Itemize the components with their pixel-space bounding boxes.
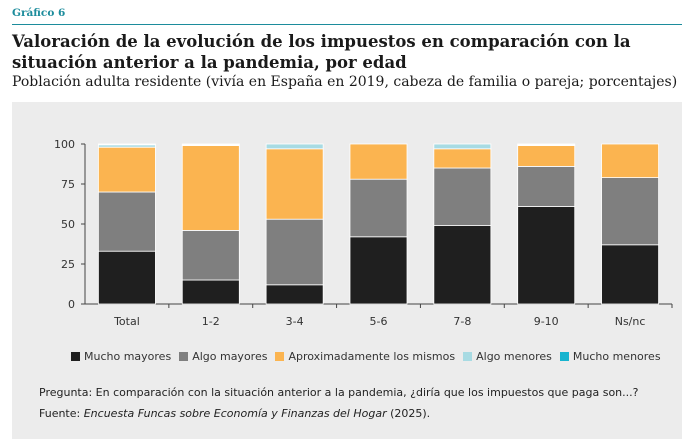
- legend-swatch: [275, 352, 285, 361]
- bar-segment: [433, 225, 492, 305]
- legend: Mucho mayores Algo mayores Aproximadamente…: [71, 350, 661, 363]
- y-tick-label: 100: [54, 138, 75, 151]
- legend-label: Mucho menores: [572, 350, 661, 363]
- bar-segment: [433, 167, 492, 226]
- bar-segment: [265, 148, 324, 220]
- bar-segment: [181, 229, 240, 281]
- x-tick-label: Total: [113, 315, 140, 328]
- chart-panel: 0 25 50 75 100 Total 1-2 3-4 5-6 7-8 9-10 Ns/nc Muc…: [12, 102, 682, 439]
- x-tick-label: 5-6: [370, 315, 388, 328]
- bar-segment: [265, 143, 324, 150]
- legend-item: Algo mayores: [179, 350, 267, 363]
- source-suffix: (2025).: [386, 407, 431, 420]
- bar-segment: [517, 143, 576, 146]
- chart-title: Valoración de la evolución de los impues…: [12, 32, 631, 72]
- x-tick-label: 9-10: [534, 315, 559, 328]
- bar-segment: [181, 143, 240, 146]
- legend-item: Mucho mayores: [71, 350, 171, 363]
- x-tick-label: 7-8: [453, 315, 471, 328]
- question-note: Pregunta: En comparación con la situació…: [39, 386, 639, 399]
- bar-segment: [349, 143, 408, 180]
- legend-label: Algo mayores: [192, 350, 268, 363]
- bar-segment: [181, 145, 240, 231]
- x-tick-label: 3-4: [286, 315, 304, 328]
- bar-segment: [98, 191, 156, 252]
- bar-segment: [433, 148, 492, 169]
- bar-segment: [517, 166, 576, 207]
- chart-subtitle: Población adulta residente (vivía en Esp…: [12, 74, 678, 90]
- bar-segment: [98, 250, 156, 305]
- bar-segment: [433, 143, 492, 150]
- bar-segment: [98, 146, 156, 193]
- bar-segment: [601, 244, 659, 305]
- legend-label: Aproximadamente los mismos: [288, 350, 456, 363]
- x-tick-label: Ns/nc: [615, 315, 646, 328]
- legend-swatch: [559, 352, 569, 361]
- bar-segment: [349, 178, 408, 238]
- legend-item: Mucho menores: [559, 350, 661, 363]
- legend-item: Algo menores: [463, 350, 552, 363]
- legend-swatch: [71, 352, 80, 361]
- legend-swatch: [463, 352, 473, 361]
- bar-segment: [349, 236, 408, 305]
- x-tick-label: 1-2: [202, 315, 220, 328]
- bar-segment: [601, 143, 659, 178]
- bar-segment: [265, 284, 324, 305]
- figure-number: Gráfico 6: [12, 7, 66, 19]
- y-tick-label: 0: [68, 298, 75, 311]
- bar-segment: [265, 218, 324, 286]
- source-note: Fuente: Encuesta Funcas sobre Economía y…: [39, 407, 430, 420]
- legend-label: Algo menores: [476, 350, 552, 363]
- legend-item: Aproximadamente los mismos: [275, 350, 455, 363]
- bar-segment: [181, 279, 240, 305]
- legend-label: Mucho mayores: [84, 350, 172, 363]
- y-tick-label: 25: [61, 258, 75, 271]
- y-tick-label: 50: [61, 218, 75, 231]
- y-tick-label: 75: [61, 178, 75, 191]
- bar-segment: [517, 145, 576, 167]
- stacked-bar-chart: 0 25 50 75 100 Total 1-2 3-4 5-6 7-8 9-10 Ns/nc: [54, 138, 673, 328]
- legend-swatch: [179, 352, 189, 361]
- bar-segment: [601, 177, 659, 246]
- header-rule: [12, 24, 682, 25]
- source-title: Encuesta Funcas sobre Economía y Finanza…: [83, 407, 387, 420]
- bar-segment: [517, 206, 576, 305]
- bar-segment: [98, 143, 156, 146]
- source-prefix: Fuente:: [39, 407, 84, 420]
